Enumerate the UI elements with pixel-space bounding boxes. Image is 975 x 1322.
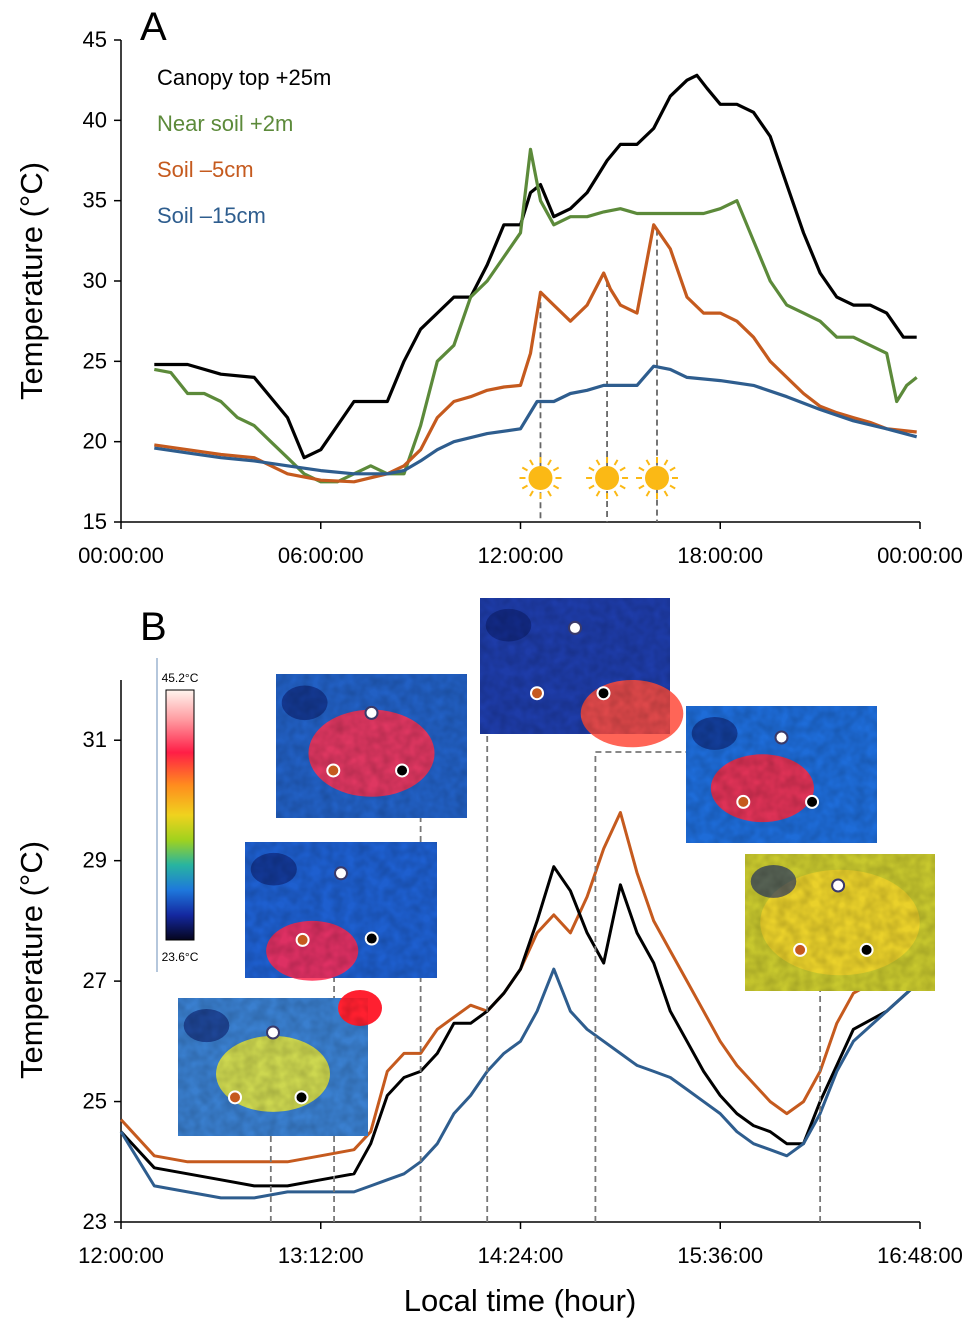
legend-entry: Soil –5cm <box>157 157 254 182</box>
panel-b-label: B <box>140 605 167 649</box>
panel-b-series <box>119 811 922 1200</box>
thermal-image <box>245 842 437 981</box>
series-line <box>119 967 922 1200</box>
thermal-images <box>178 598 935 1136</box>
y-tick-label: 25 <box>83 348 107 373</box>
series-line <box>119 811 921 1164</box>
x-tick-label: 00:00:00 <box>877 543 963 568</box>
y-tick-label: 30 <box>83 268 107 293</box>
probe-marker <box>736 794 751 809</box>
y-tick-label: 31 <box>83 727 107 752</box>
legend-entry: Soil –15cm <box>157 203 266 228</box>
y-tick-label: 23 <box>83 1209 107 1234</box>
probe-marker <box>364 931 379 946</box>
series-line <box>154 73 917 460</box>
y-tick-label: 29 <box>83 848 107 873</box>
probe-marker <box>294 1090 309 1105</box>
y-tick-label: 15 <box>83 509 107 534</box>
panel-a-y-ticks: 15 20 25 30 35 40 45 <box>83 27 121 534</box>
probe-marker <box>530 686 544 701</box>
probe-marker <box>568 620 582 635</box>
thermal-image <box>178 990 382 1136</box>
series-line <box>154 223 917 484</box>
x-tick-label: 14:24:00 <box>478 1243 564 1268</box>
panel-a-x-ticks: 00:00:00 06:00:00 12:00:00 18:00:00 00:00:00 <box>78 522 963 568</box>
y-tick-label: 20 <box>83 429 107 454</box>
y-tick-label: 45 <box>83 27 107 52</box>
panel-a-y-title: Temperature (°C) <box>14 162 49 400</box>
panel-b-y-title: Temperature (°C) <box>14 841 49 1079</box>
probe-marker <box>266 1025 280 1040</box>
probe-marker <box>859 942 874 957</box>
x-tick-label: 00:00:00 <box>78 543 164 568</box>
panel-a-legend: Canopy top +25m Near soil +2m Soil –5cm Soi… <box>157 65 331 228</box>
series-line <box>119 865 922 1188</box>
sun-icon <box>635 457 678 499</box>
colorbar-gradient <box>165 689 195 941</box>
sun-icon <box>586 457 629 499</box>
thermal-image <box>745 854 935 991</box>
y-tick-label: 35 <box>83 188 107 213</box>
thermal-image <box>480 598 684 748</box>
thermal-colorbar: 45.2°C 23.6°C <box>156 658 199 972</box>
series-line <box>154 364 918 476</box>
panel-a-series <box>153 73 918 484</box>
x-tick-label: 16:48:00 <box>877 1243 963 1268</box>
x-tick-label: 12:00:00 <box>478 543 564 568</box>
probe-marker <box>596 686 611 701</box>
y-tick-label: 40 <box>83 107 107 132</box>
colorbar-max-label: 45.2°C <box>162 671 199 685</box>
x-tick-label: 13:12:00 <box>278 1243 364 1268</box>
panel-a-label: A <box>140 5 167 49</box>
x-tick-label: 12:00:00 <box>78 1243 164 1268</box>
probe-marker <box>774 730 789 745</box>
panel-b-x-title: Local time (hour) <box>404 1283 637 1318</box>
probe-marker <box>805 794 820 809</box>
thermal-image <box>276 674 467 818</box>
connector-line <box>594 751 686 1222</box>
thermal-image <box>686 706 877 843</box>
probe-marker <box>395 763 410 778</box>
panel-b-y-ticks: 23 25 27 29 31 <box>83 727 121 1234</box>
sun-markers <box>519 457 678 499</box>
probe-marker <box>295 932 310 947</box>
legend-entry: Near soil +2m <box>157 111 293 136</box>
y-tick-label: 25 <box>83 1089 107 1114</box>
probe-marker <box>793 942 808 957</box>
series-line <box>153 147 918 484</box>
probe-marker <box>334 866 348 881</box>
y-tick-label: 27 <box>83 968 107 993</box>
probe-marker <box>326 763 341 778</box>
panel-b-x-ticks: 12:00:00 13:12:00 14:24:00 15:36:00 16:48:00 <box>78 1222 963 1268</box>
sun-icon <box>519 457 562 499</box>
x-tick-label: 15:36:00 <box>677 1243 763 1268</box>
probe-marker <box>228 1090 242 1105</box>
legend-entry: Canopy top +25m <box>157 65 331 90</box>
x-tick-label: 06:00:00 <box>278 543 364 568</box>
probe-marker <box>831 878 846 893</box>
panel-a: A Temperature (°C) 15 20 25 30 35 40 45 00:00:… <box>14 5 963 568</box>
x-tick-label: 18:00:00 <box>677 543 763 568</box>
panel-b: B Temperature (°C) Local time (hour) 232… <box>14 598 963 1318</box>
colorbar-min-label: 23.6°C <box>162 950 199 964</box>
probe-marker <box>364 705 379 720</box>
